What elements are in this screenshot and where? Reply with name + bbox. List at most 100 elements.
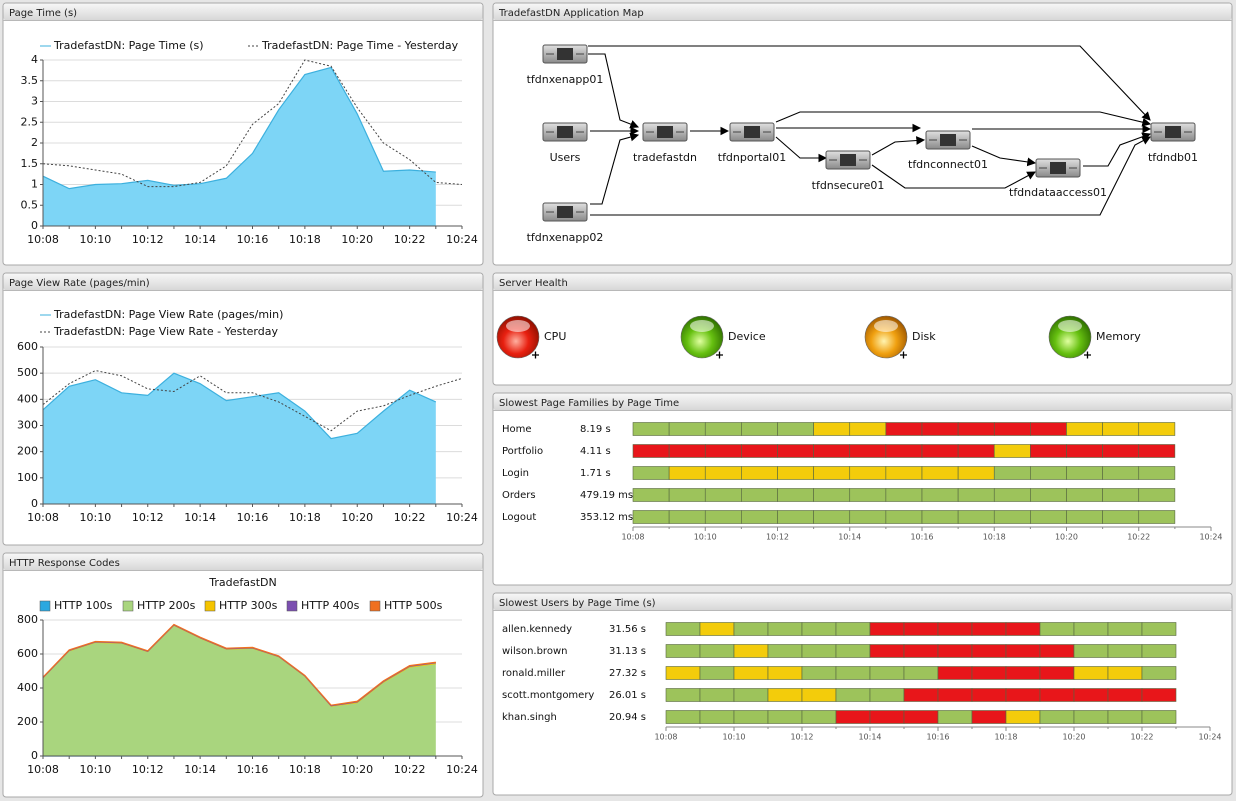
status-segment: [885, 466, 923, 480]
row-time: 31.56 s: [609, 624, 646, 635]
status-segment: [1039, 644, 1075, 658]
panel-header: [3, 273, 483, 291]
status-segment: [741, 444, 778, 458]
status-segment: [835, 688, 871, 702]
map-edge: [871, 164, 1036, 189]
status-segment: [1066, 488, 1103, 502]
x-tick-label: 10:22: [394, 233, 426, 246]
y-tick-label: 600: [17, 647, 38, 660]
area-series: [43, 373, 436, 504]
status-segment: [813, 444, 851, 458]
status-segment: [971, 710, 1007, 724]
status-segment: [668, 510, 706, 524]
status-segment: [733, 622, 769, 636]
node-label: tfdndb01: [1148, 151, 1198, 164]
panel-header: [493, 273, 1232, 291]
status-segment: [835, 622, 871, 636]
time-tick-label: 10:24: [1198, 733, 1221, 742]
x-tick-label: 10:14: [184, 763, 216, 776]
row-time: 26.01 s: [609, 690, 646, 701]
row-name: khan.singh: [502, 712, 557, 723]
y-tick-label: 200: [17, 445, 38, 458]
server-node: [1035, 158, 1081, 178]
server-face: [840, 154, 856, 166]
server-face: [1050, 162, 1066, 174]
y-tick-label: 400: [17, 392, 38, 405]
status-segment: [801, 710, 837, 724]
x-tick-label: 10:22: [394, 511, 426, 524]
row-name: Login: [502, 468, 529, 479]
y-tick-label: 100: [17, 471, 38, 484]
map-edge: [1083, 132, 1152, 167]
node-label: tfdnsecure01: [812, 179, 885, 192]
status-segment: [1138, 422, 1176, 436]
status-segment: [733, 710, 769, 724]
status-segment: [733, 688, 769, 702]
legend-label: TradefastDN: Page View Rate (pages/min): [53, 308, 283, 321]
legend-label: HTTP 100s: [54, 599, 113, 612]
row-time: 1.71 s: [580, 468, 611, 479]
row-name: Home: [502, 424, 532, 435]
status-segment: [801, 622, 837, 636]
server-node: [542, 122, 588, 142]
status-segment: [849, 466, 887, 480]
status-segment: [971, 688, 1007, 702]
legend-swatch: [39, 600, 51, 612]
y-tick-label: 1: [31, 178, 38, 191]
time-tick-label: 10:22: [1130, 733, 1153, 742]
status-segment: [993, 488, 1031, 502]
row-name: ronald.miller: [502, 668, 566, 679]
server-node: [642, 122, 688, 142]
status-segment: [665, 666, 701, 680]
row-time: 31.13 s: [609, 646, 646, 657]
status-segment: [767, 666, 803, 680]
status-segment: [921, 422, 959, 436]
row-name: Portfolio: [502, 446, 543, 457]
y-tick-label: 2.5: [21, 115, 39, 128]
node-label: tradefastdn: [633, 151, 697, 164]
y-tick-label: 0.5: [21, 198, 39, 211]
time-tick-label: 10:08: [621, 533, 644, 542]
status-segment: [957, 466, 995, 480]
time-tick-label: 10:18: [983, 533, 1006, 542]
map-edge: [590, 132, 640, 205]
status-segment: [1073, 710, 1109, 724]
area-edge: [42, 66, 436, 190]
map-edge: [871, 136, 926, 156]
status-segment: [1141, 644, 1177, 658]
status-segment: [1005, 622, 1041, 636]
area-series: [43, 625, 436, 756]
status-segment: [777, 488, 814, 502]
panel-header: [3, 553, 483, 571]
status-segment: [777, 422, 814, 436]
map-edge: [775, 111, 1152, 127]
status-segment: [699, 644, 735, 658]
status-segment: [1107, 666, 1143, 680]
status-segment: [1102, 488, 1140, 502]
x-tick-label: 10:16: [237, 233, 269, 246]
status-segment: [1005, 710, 1041, 724]
time-tick-label: 10:16: [910, 533, 933, 542]
time-tick-label: 10:16: [926, 733, 949, 742]
status-segment: [767, 688, 803, 702]
x-tick-label: 10:24: [446, 763, 478, 776]
status-segment: [993, 466, 1031, 480]
x-tick-label: 10:10: [80, 511, 112, 524]
x-tick-label: 10:18: [289, 763, 321, 776]
status-segment: [903, 710, 939, 724]
panel-header: [3, 3, 483, 21]
status-segment: [1102, 422, 1140, 436]
expand-icon: [900, 351, 907, 359]
status-segment: [777, 444, 814, 458]
y-tick-label: 500: [17, 366, 38, 379]
status-segment: [733, 644, 769, 658]
status-segment: [869, 666, 905, 680]
status-segment: [921, 466, 959, 480]
server-face: [657, 126, 673, 138]
x-tick-label: 10:08: [27, 511, 59, 524]
x-tick-label: 10:20: [341, 233, 373, 246]
time-tick-label: 10:12: [790, 733, 813, 742]
legend-label: HTTP 500s: [384, 599, 443, 612]
status-segment: [971, 644, 1007, 658]
y-tick-label: 0: [31, 219, 38, 232]
